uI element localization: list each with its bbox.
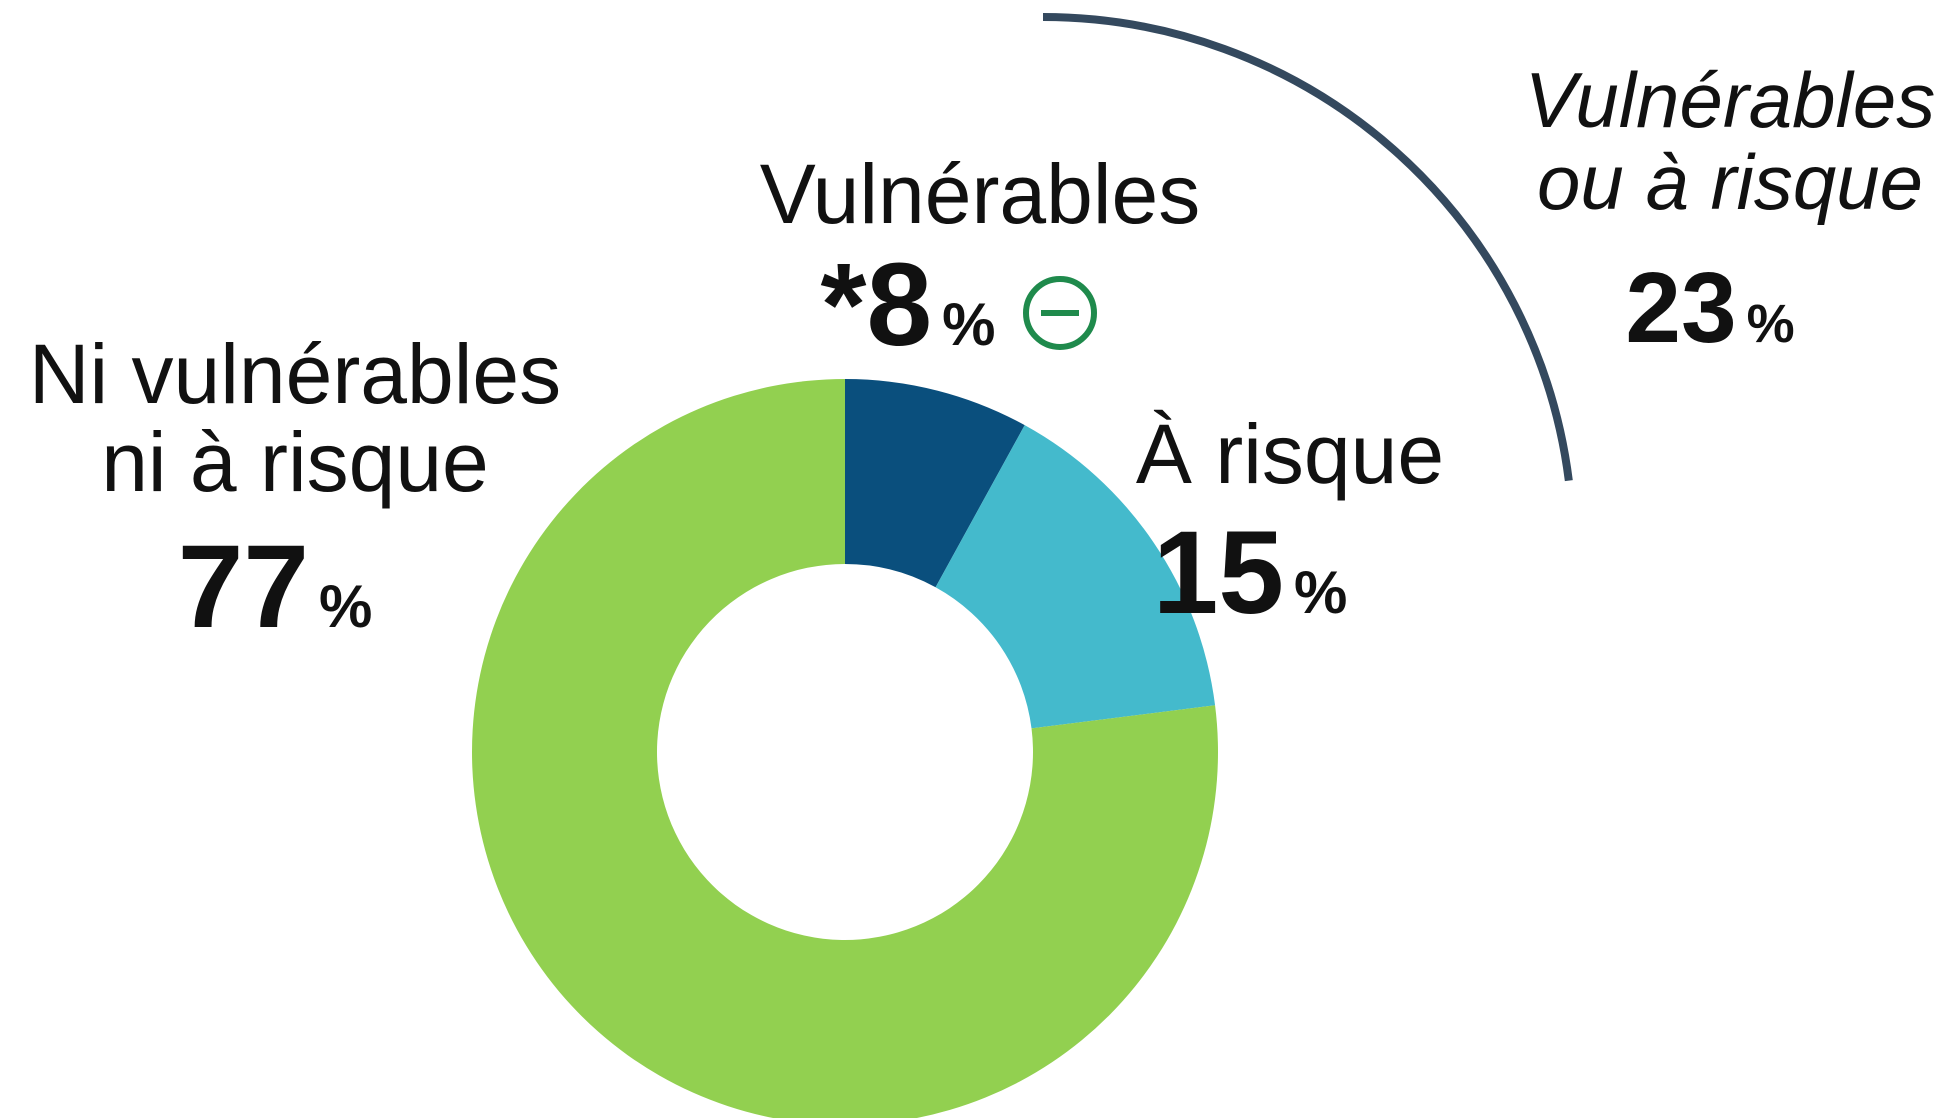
label-vulnerables: Vulnérables * 8% (730, 150, 1230, 364)
label-vulnerables-name: Vulnérables (759, 147, 1201, 241)
label-ni-vulnerables-percent: % (318, 573, 373, 641)
minus-circle-icon (1023, 276, 1098, 351)
label-combined-percent: % (1746, 293, 1795, 354)
label-vulnerables-value-row: * 8% (690, 246, 1230, 364)
label-a-risque-value: 15 (1152, 507, 1284, 640)
donut-segment-3 (472, 379, 1218, 1118)
label-combined-value-row: 23% (1480, 258, 1940, 358)
label-ni-vulnerables-value-row: 77% (0, 528, 570, 646)
label-ni-vulnerables-value: 77 (177, 521, 309, 654)
label-vulnerables-value: 8 (866, 239, 933, 372)
label-a-risque-value-row: 15% (1030, 514, 1470, 632)
label-combined: Vulnérables ou à risque 23% (1520, 56, 1940, 358)
label-a-risque-name: À risque (1135, 407, 1445, 501)
donut-segment-1 (845, 379, 1025, 588)
label-combined-line-1: Vulnérables (1524, 56, 1936, 144)
label-vulnerables-percent: % (942, 291, 996, 359)
label-combined-value: 23 (1625, 251, 1737, 364)
donut-segments (472, 379, 1218, 1118)
label-combined-line-2: ou à risque (1537, 137, 1923, 226)
label-ni-vulnerables: Ni vulnérables ni à risque 77% (20, 327, 570, 647)
label-a-risque: À risque 15% (1110, 410, 1470, 632)
donut-segment-2 (935, 425, 1216, 729)
label-vulnerables-prefix: * (820, 239, 867, 372)
label-ni-vulnerables-line-2: ni à risque (101, 415, 489, 510)
label-ni-vulnerables-line-1: Ni vulnérables (28, 327, 562, 421)
combined-bracket-arc (1042, 13, 1573, 482)
label-a-risque-percent: % (1293, 559, 1348, 627)
